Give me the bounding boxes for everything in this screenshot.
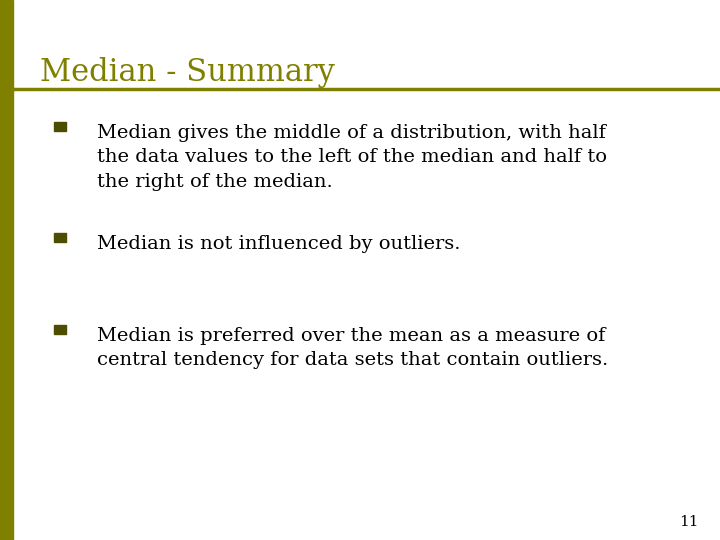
FancyBboxPatch shape <box>54 325 66 334</box>
Text: Median is not influenced by outliers.: Median is not influenced by outliers. <box>97 235 461 253</box>
Text: Median - Summary: Median - Summary <box>40 57 335 87</box>
Text: Median is preferred over the mean as a measure of
central tendency for data sets: Median is preferred over the mean as a m… <box>97 327 608 369</box>
FancyBboxPatch shape <box>54 233 66 242</box>
Text: Median gives the middle of a distribution, with half
the data values to the left: Median gives the middle of a distributio… <box>97 124 607 191</box>
Bar <box>0 0 13 540</box>
Text: 11: 11 <box>679 515 698 529</box>
FancyBboxPatch shape <box>54 122 66 131</box>
